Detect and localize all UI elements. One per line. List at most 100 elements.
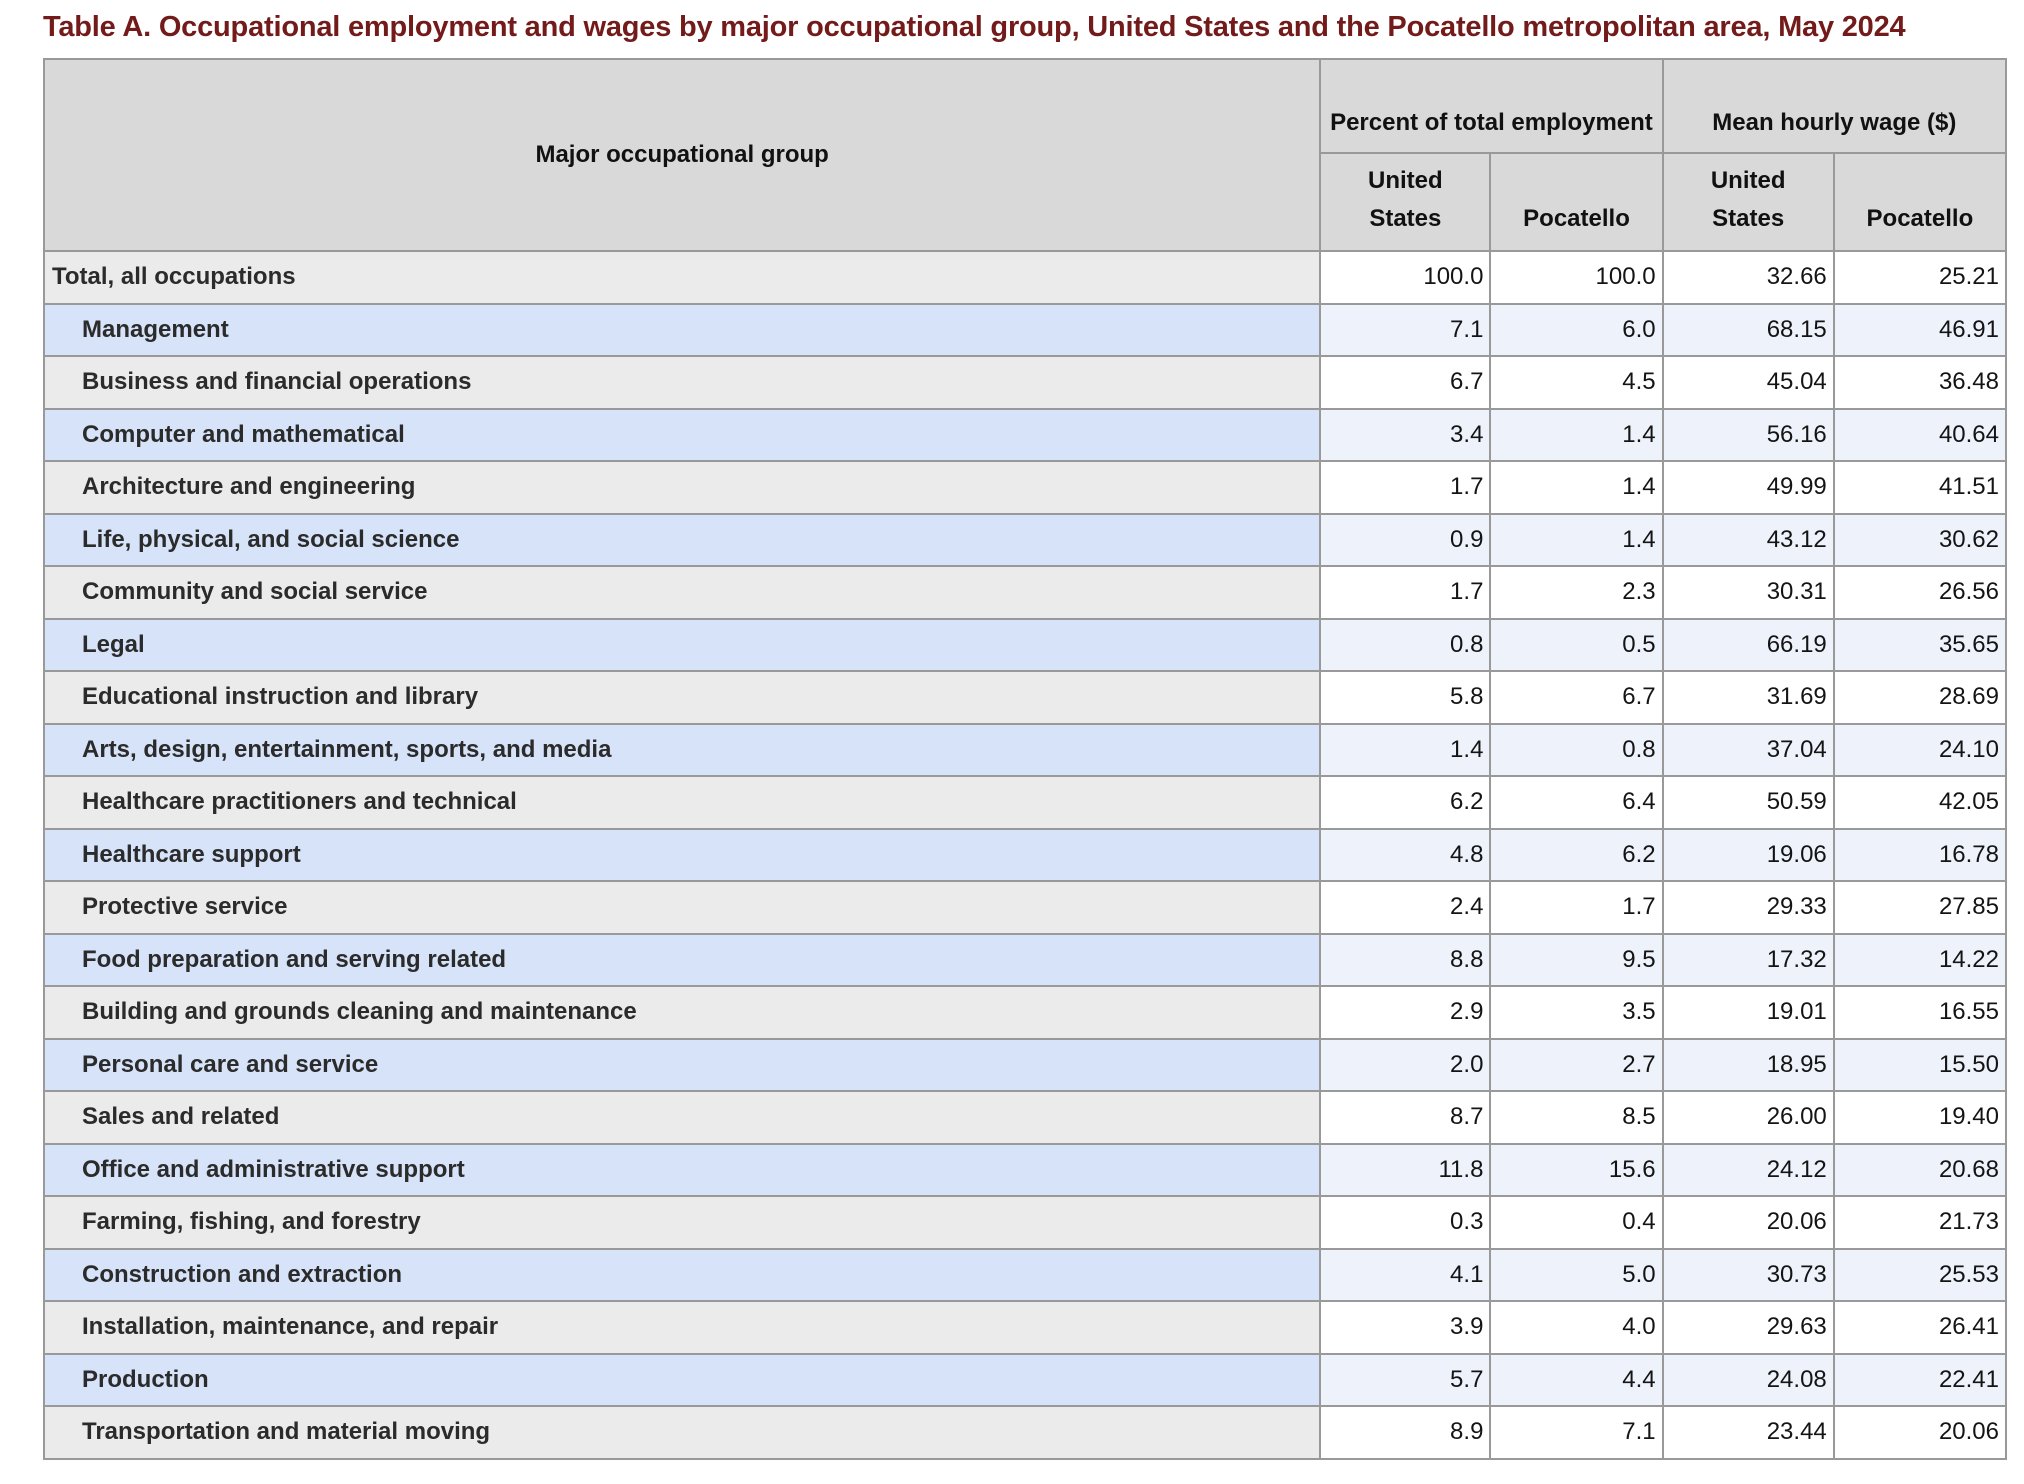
- table-row: Farming, fishing, and forestry 0.3 0.4 20.0…: [42, 1195, 2008, 1250]
- value-cell: 18.95: [1661, 1037, 1835, 1092]
- value-cell: 0.3: [1319, 1195, 1492, 1250]
- value-cell: 41.51: [1832, 460, 2008, 515]
- value-cell: 24.12: [1661, 1142, 1835, 1197]
- col-header-percent-united-states: United States: [1319, 152, 1492, 252]
- occupation-group-label: Community and social service: [42, 565, 1322, 620]
- value-cell: 5.0: [1489, 1247, 1664, 1302]
- sub-header-row: United States Pocatello United States Po…: [44, 152, 2008, 252]
- value-cell: 46.91: [1832, 302, 2008, 357]
- value-cell: 37.04: [1661, 722, 1835, 777]
- table-row: Food preparation and serving related 8.8 9…: [42, 932, 2008, 987]
- table-row: Life, physical, and social science 0.9 1.4…: [42, 512, 2008, 567]
- value-cell: 2.0: [1319, 1037, 1492, 1092]
- value-cell: 36.48: [1832, 355, 2008, 410]
- value-cell: 6.0: [1489, 302, 1664, 357]
- value-cell: 24.10: [1832, 722, 2008, 777]
- value-cell: 0.5: [1489, 617, 1664, 672]
- value-cell: 100.0: [1319, 250, 1492, 305]
- value-cell: 20.06: [1661, 1195, 1835, 1250]
- occupation-group-label: Personal care and service: [42, 1037, 1322, 1092]
- table-row: Production 5.7 4.4 24.08 22.41: [42, 1352, 2008, 1407]
- value-cell: 4.8: [1319, 827, 1492, 882]
- value-cell: 6.2: [1489, 827, 1664, 882]
- occupation-group-label: Construction and extraction: [42, 1247, 1322, 1302]
- value-cell: 22.41: [1832, 1352, 2008, 1407]
- value-cell: 4.1: [1319, 1247, 1492, 1302]
- value-cell: 40.64: [1832, 407, 2008, 462]
- table-row: Total, all occupations 100.0 100.0 32.66 25.…: [42, 250, 2008, 305]
- value-cell: 16.55: [1832, 985, 2008, 1040]
- occupation-wage-table: Major occupational group Percent of tota…: [42, 58, 2008, 1460]
- value-cell: 6.2: [1319, 775, 1492, 830]
- value-cell: 4.0: [1489, 1300, 1664, 1355]
- value-cell: 66.19: [1661, 617, 1835, 672]
- col-group-mean-hourly-wage: Mean hourly wage ($): [1661, 58, 2008, 154]
- occupation-group-label: Total, all occupations: [42, 250, 1322, 305]
- value-cell: 6.7: [1319, 355, 1492, 410]
- value-cell: 5.8: [1319, 670, 1492, 725]
- value-cell: 14.22: [1832, 932, 2008, 987]
- value-cell: 26.56: [1832, 565, 2008, 620]
- value-cell: 0.8: [1319, 617, 1492, 672]
- occupation-group-label: Sales and related: [42, 1090, 1322, 1145]
- table-row: Healthcare practitioners and technical 6.…: [42, 775, 2008, 830]
- value-cell: 68.15: [1661, 302, 1835, 357]
- value-cell: 3.9: [1319, 1300, 1492, 1355]
- occupation-group-label: Educational instruction and library: [42, 670, 1322, 725]
- table-row: Arts, design, entertainment, sports, and…: [42, 722, 2008, 777]
- value-cell: 30.73: [1661, 1247, 1835, 1302]
- occupation-group-label: Business and financial operations: [42, 355, 1322, 410]
- value-cell: 27.85: [1832, 880, 2008, 935]
- value-cell: 45.04: [1661, 355, 1835, 410]
- occupation-group-label: Management: [42, 302, 1322, 357]
- value-cell: 19.01: [1661, 985, 1835, 1040]
- table-row: Healthcare support 4.8 6.2 19.06 16.78: [42, 827, 2008, 882]
- value-cell: 8.7: [1319, 1090, 1492, 1145]
- value-cell: 31.69: [1661, 670, 1835, 725]
- table-row: Community and social service 1.7 2.3 30.31 2…: [42, 565, 2008, 620]
- occupation-group-label: Farming, fishing, and forestry: [42, 1195, 1322, 1250]
- occupation-group-label: Life, physical, and social science: [42, 512, 1322, 567]
- value-cell: 11.8: [1319, 1142, 1492, 1197]
- value-cell: 8.5: [1489, 1090, 1664, 1145]
- value-cell: 25.21: [1832, 250, 2008, 305]
- table-row: Sales and related 8.7 8.5 26.00 19.40: [42, 1090, 2008, 1145]
- table-row: Installation, maintenance, and repair 3.9…: [42, 1300, 2008, 1355]
- col-header-percent-pocatello: Pocatello: [1489, 152, 1664, 252]
- occupation-group-label: Food preparation and serving related: [42, 932, 1322, 987]
- value-cell: 8.9: [1319, 1405, 1492, 1460]
- value-cell: 0.9: [1319, 512, 1492, 567]
- value-cell: 8.8: [1319, 932, 1492, 987]
- table-row: Protective service 2.4 1.7 29.33 27.85: [42, 880, 2008, 935]
- value-cell: 100.0: [1489, 250, 1664, 305]
- value-cell: 28.69: [1832, 670, 2008, 725]
- occupation-group-label: Production: [42, 1352, 1322, 1407]
- value-cell: 26.41: [1832, 1300, 2008, 1355]
- table-row: Building and grounds cleaning and mainte…: [42, 985, 2008, 1040]
- value-cell: 23.44: [1661, 1405, 1835, 1460]
- value-cell: 4.5: [1489, 355, 1664, 410]
- value-cell: 30.31: [1661, 565, 1835, 620]
- value-cell: 6.7: [1489, 670, 1664, 725]
- value-cell: 1.4: [1489, 512, 1664, 567]
- occupation-group-label: Protective service: [42, 880, 1322, 935]
- col-header-wage-pocatello: Pocatello: [1832, 152, 2008, 252]
- value-cell: 6.4: [1489, 775, 1664, 830]
- table-header: Major occupational group Percent of tota…: [42, 58, 2008, 252]
- value-cell: 2.9: [1319, 985, 1492, 1040]
- occupation-group-label: Installation, maintenance, and repair: [42, 1300, 1322, 1355]
- value-cell: 50.59: [1661, 775, 1835, 830]
- value-cell: 26.00: [1661, 1090, 1835, 1145]
- value-cell: 2.7: [1489, 1037, 1664, 1092]
- occupation-group-label: Legal: [42, 617, 1322, 672]
- value-cell: 7.1: [1489, 1405, 1664, 1460]
- table-row: Management 7.1 6.0 68.15 46.91: [42, 302, 2008, 357]
- value-cell: 30.62: [1832, 512, 2008, 567]
- value-cell: 16.78: [1832, 827, 2008, 882]
- value-cell: 1.7: [1319, 460, 1492, 515]
- value-cell: 7.1: [1319, 302, 1492, 357]
- table-row: Computer and mathematical 3.4 1.4 56.16 40.6…: [42, 407, 2008, 462]
- group-header-row: Major occupational group Percent of tota…: [42, 58, 2008, 252]
- value-cell: 25.53: [1832, 1247, 2008, 1302]
- page-title: Table A. Occupational employment and wag…: [43, 11, 1906, 43]
